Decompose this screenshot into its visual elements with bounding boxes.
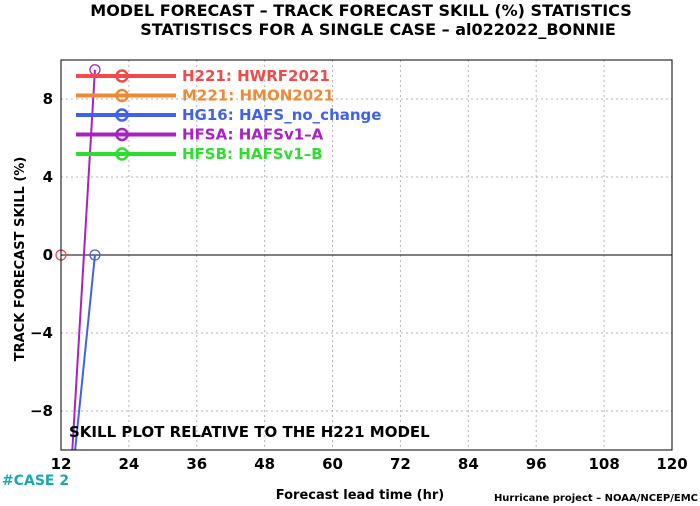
legend-label-m221: M221: HMON2021 <box>182 87 334 105</box>
legend-name: HAFSv1–A <box>239 126 324 144</box>
legend-marker-hfsa <box>115 127 129 142</box>
y-tick-labels: 8 4 0 −4 −8 <box>30 90 53 420</box>
y-tick-label: −4 <box>30 324 53 342</box>
relative-note: SKILL PLOT RELATIVE TO THE H221 MODEL <box>69 423 430 441</box>
x-tick-label: 36 <box>186 455 207 473</box>
legend-marker-hg16 <box>115 108 129 122</box>
y-tick-label: −8 <box>30 402 53 420</box>
legend-separator: : <box>228 126 239 144</box>
x-tick-label: 24 <box>118 455 139 473</box>
legend-name: HAFS_no_change <box>239 106 381 124</box>
legend-label-hfsb: HFSB: HAFSv1–B <box>182 145 323 163</box>
x-tick-label: 12 <box>51 455 72 473</box>
legend-label-h221: H221: HWRF2021 <box>182 67 330 85</box>
x-tick-label: 120 <box>656 455 687 473</box>
legend-marker-m221 <box>115 88 129 103</box>
legend-marker-hfsb <box>115 147 129 161</box>
series-clip-group <box>71 69 96 450</box>
legend-separator: : <box>228 87 239 105</box>
y-tick-label: 0 <box>43 246 53 264</box>
y-axis-label: TRACK FORECAST SKILL (%) <box>13 157 28 362</box>
case-label: #CASE 2 <box>2 473 69 489</box>
x-tick-label: 72 <box>390 455 411 473</box>
x-tick-labels: 12 24 36 48 60 72 84 96 108 120 <box>51 455 688 473</box>
x-tick-label: 96 <box>526 455 547 473</box>
legend-separator: : <box>228 106 239 124</box>
series-marker-hg16 <box>89 249 101 261</box>
legend-name: HWRF2021 <box>237 67 330 85</box>
y-tick-label: 4 <box>43 168 53 186</box>
legend-code: HG16 <box>182 106 228 124</box>
legend-code: H221 <box>182 67 226 85</box>
x-axis-label: Forecast lead time (hr) <box>276 488 444 503</box>
legend-code: HFSB <box>182 145 227 163</box>
legend-marker-h221 <box>115 69 129 83</box>
credit-text: Hurricane project – NOAA/NCEP/EMC <box>494 493 698 504</box>
legend-code: HFSA <box>182 126 228 144</box>
series-line-hg16 <box>74 254 96 450</box>
x-tick-label: 108 <box>588 455 619 473</box>
legend-separator: : <box>227 145 238 163</box>
legend-label-hg16: HG16: HAFS_no_change <box>182 106 381 124</box>
plot-frame <box>60 59 673 451</box>
legend-separator: : <box>226 67 237 85</box>
y-tick-label: 8 <box>43 90 53 108</box>
chart-subtitle: STATISTISCS FOR A SINGLE CASE – al022022… <box>140 20 616 39</box>
chart-title: MODEL FORECAST – TRACK FORECAST SKILL (%… <box>90 1 631 20</box>
legend-code: M221 <box>182 87 228 105</box>
x-tick-label: 60 <box>322 455 343 473</box>
x-tick-label: 48 <box>254 455 275 473</box>
series-line-hfsa <box>71 69 96 450</box>
legend-name: HAFSv1–B <box>238 145 322 163</box>
legend-label-hfsa: HFSA: HAFSv1–A <box>182 126 324 144</box>
series-layer <box>55 64 101 450</box>
x-tick-label: 84 <box>458 455 479 473</box>
legend-name: HMON2021 <box>239 87 334 105</box>
